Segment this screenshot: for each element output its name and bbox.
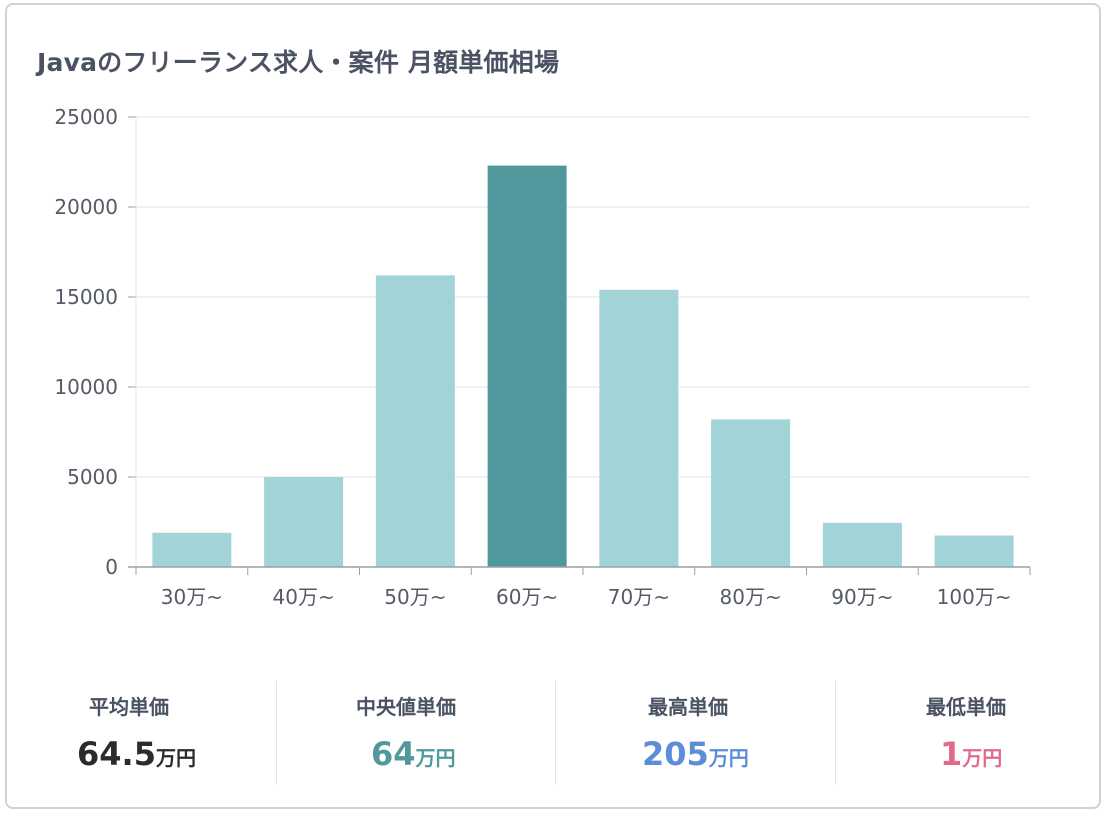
stats-panel: 平均単価 64.5万円 中央値単価 64万円 最高単価 205万円 最低単価 1…: [7, 681, 1103, 785]
bar-chart: 0 5000 10000 15000 20000 25000 30万~ 40万~ 50万~ 60万…: [54, 105, 1031, 609]
stat-average-number: 64.5: [77, 735, 156, 773]
x-tick-label: 40万~: [273, 585, 335, 609]
stat-median-label: 中央値単価: [356, 695, 456, 719]
stat-min-unit: 万円: [962, 746, 1003, 770]
stat-max-unit: 万円: [708, 746, 749, 770]
chart-title: Javaのフリーランス求人・案件 月額単価相場: [37, 48, 560, 77]
stat-min: 最低単価 1万円: [836, 681, 1103, 785]
x-tick-label: 70万~: [608, 585, 670, 609]
x-tick-label: 100万~: [937, 585, 1012, 609]
bar-0[interactable]: [152, 532, 232, 567]
stat-average-label: 平均単価: [89, 695, 169, 719]
y-tick-label: 10000: [54, 375, 118, 399]
y-tick-label: 0: [105, 555, 118, 579]
x-tick-label: 90万~: [831, 585, 893, 609]
stat-max-label: 最高単価: [648, 695, 728, 719]
y-tick-label: 5000: [67, 465, 118, 489]
stat-divider: [555, 681, 556, 785]
stat-average-unit: 万円: [155, 746, 196, 770]
stat-median-number: 64: [371, 735, 416, 773]
stat-max-number: 205: [642, 735, 709, 773]
stat-min-label: 最低単価: [926, 695, 1006, 719]
bar-5[interactable]: [711, 419, 791, 567]
y-tick-label: 20000: [54, 195, 118, 219]
stat-min-number: 1: [940, 735, 963, 773]
stat-median-value: 64万円: [371, 735, 456, 773]
price-chart-card: Javaのフリーランス求人・案件 月額単価相場 0 5000 10000 15000 2…: [5, 3, 1101, 809]
bar-3[interactable]: [487, 165, 567, 567]
bar-2[interactable]: [375, 275, 455, 567]
stat-median-unit: 万円: [415, 746, 456, 770]
bar-7[interactable]: [934, 535, 1014, 568]
stat-max-value: 205万円: [642, 735, 749, 773]
x-tick-label: 50万~: [384, 585, 446, 609]
stat-max: 最高単価 205万円: [556, 681, 835, 785]
stat-divider: [835, 681, 836, 785]
stat-min-value: 1万円: [940, 735, 1002, 773]
bar-4[interactable]: [599, 289, 679, 567]
stat-average: 平均単価 64.5万円: [7, 681, 276, 785]
y-tick-label: 15000: [54, 285, 118, 309]
y-tick-label: 25000: [54, 105, 118, 129]
x-tick-label: 30万~: [161, 585, 223, 609]
stat-median: 中央値単価 64万円: [277, 681, 555, 785]
bar-6[interactable]: [822, 522, 902, 567]
x-tick-label: 80万~: [720, 585, 782, 609]
stat-average-value: 64.5万円: [77, 735, 196, 773]
x-tick-label: 60万~: [496, 585, 558, 609]
stat-divider: [276, 681, 277, 785]
bar-1[interactable]: [264, 477, 344, 567]
